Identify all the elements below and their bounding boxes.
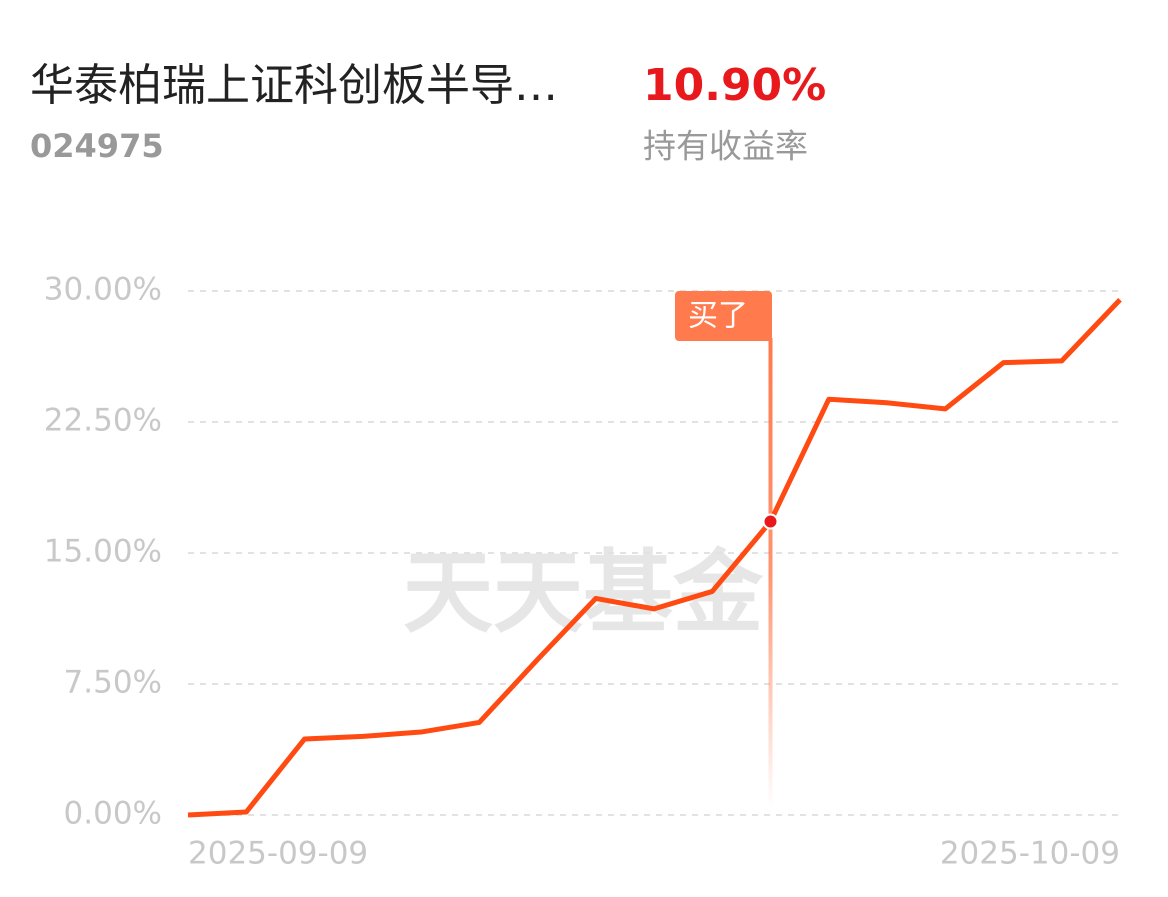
y-tick-label: 7.50% bbox=[64, 665, 162, 701]
y-tick-label: 22.50% bbox=[44, 403, 162, 439]
fund-name: 华泰柏瑞上证科创板半导… bbox=[30, 60, 558, 111]
x-tick-label: 2025-10-09 bbox=[940, 836, 1120, 872]
y-tick-label: 30.00% bbox=[44, 272, 162, 308]
return-label: 持有收益率 bbox=[643, 127, 808, 166]
fund-code: 024975 bbox=[30, 127, 164, 165]
y-tick-label: 15.00% bbox=[44, 534, 162, 570]
buy-tag-text: 买了 bbox=[688, 299, 748, 334]
line bbox=[187, 298, 1122, 818]
buy-point bbox=[762, 513, 779, 530]
buy-tag bbox=[675, 291, 772, 341]
y-tick-label: 0.00% bbox=[64, 796, 162, 832]
buy-line bbox=[768, 338, 773, 808]
x-tick-label: 2025-09-09 bbox=[188, 836, 368, 872]
return-value: 10.90% bbox=[643, 60, 826, 111]
